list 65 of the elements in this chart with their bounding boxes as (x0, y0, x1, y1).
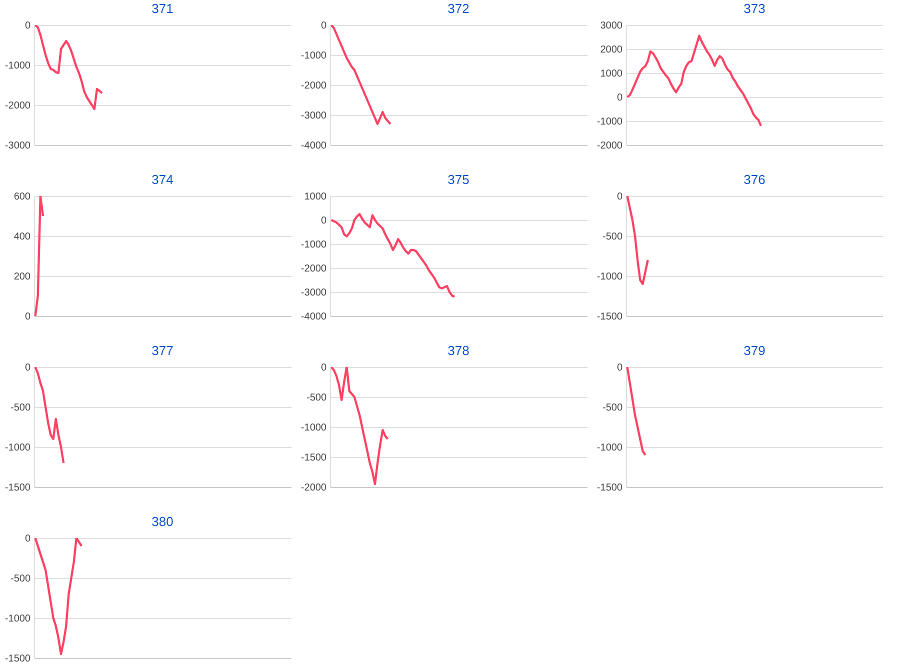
line-series (626, 367, 646, 456)
y-tick-label: -2000 (300, 264, 327, 274)
chart-title: 377 (152, 343, 174, 358)
chart-title: 376 (744, 172, 766, 187)
chart-title: 375 (448, 172, 470, 187)
y-tick-label: -500 (10, 402, 31, 414)
y-tick-label: 0 (320, 20, 327, 32)
y-tick-label: -3000 (4, 140, 31, 152)
chart-title: 371 (152, 1, 174, 16)
y-tick-label: 0 (24, 362, 31, 374)
y-tick-label: -1500 (4, 482, 31, 494)
line-series (330, 25, 392, 126)
line-series (330, 367, 389, 486)
y-tick-label: -4000 (300, 140, 327, 152)
y-tick-label: -1500 (596, 312, 623, 322)
y-tick-label: 1000 (600, 68, 623, 80)
y-tick-label: -1000 (596, 272, 623, 282)
chart-title: 374 (152, 172, 174, 187)
y-tick-label: -500 (602, 232, 623, 242)
line-series (330, 212, 456, 298)
y-tick-label: -1000 (300, 422, 327, 434)
y-tick-label: -2000 (300, 482, 327, 494)
y-tick-label: -4000 (300, 312, 327, 322)
y-tick-label: -1000 (300, 50, 327, 62)
y-tick-label: -2000 (4, 100, 31, 112)
y-tick-label: 0 (616, 362, 623, 374)
line-series (34, 538, 83, 656)
y-tick-label: -1000 (596, 442, 623, 454)
y-tick-label: -2000 (596, 140, 623, 152)
y-tick-label: -3000 (300, 110, 327, 122)
y-tick-label: 2000 (600, 44, 623, 56)
chart-title: 379 (744, 343, 766, 358)
line-series (34, 25, 104, 110)
y-tick-label: -1500 (300, 452, 327, 464)
y-tick-label: -500 (306, 392, 327, 404)
y-tick-label: 3000 (600, 20, 623, 32)
y-tick-label: 0 (24, 312, 31, 322)
line-series (626, 34, 762, 127)
y-tick-label: 400 (14, 232, 31, 242)
y-tick-label: -1000 (596, 116, 623, 128)
y-tick-label: 0 (320, 216, 327, 226)
y-tick-label: -1500 (596, 482, 623, 494)
y-tick-label: -3000 (300, 288, 327, 298)
y-tick-label: 200 (14, 272, 31, 282)
chart-title: 373 (744, 1, 766, 16)
y-tick-label: -500 (602, 402, 623, 414)
y-tick-label: -1000 (300, 240, 327, 250)
y-tick-label: 600 (14, 192, 31, 202)
y-tick-label: -2000 (300, 80, 327, 92)
line-series (34, 367, 65, 464)
y-tick-label: 0 (24, 20, 31, 32)
y-tick-label: -1000 (4, 60, 31, 72)
chart-title: 380 (152, 514, 174, 529)
line-series (626, 196, 649, 286)
y-tick-label: -500 (10, 574, 31, 584)
y-tick-label: 0 (24, 534, 31, 544)
y-tick-label: 0 (616, 92, 623, 104)
y-tick-label: 0 (320, 362, 327, 374)
y-tick-label: 1000 (304, 192, 327, 202)
chart-title: 372 (448, 1, 470, 16)
y-tick-label: 0 (616, 192, 623, 202)
chart-title: 378 (448, 343, 470, 358)
y-tick-label: -1000 (4, 442, 31, 454)
y-tick-label: -1000 (4, 614, 31, 624)
y-tick-label: -1500 (4, 654, 31, 664)
